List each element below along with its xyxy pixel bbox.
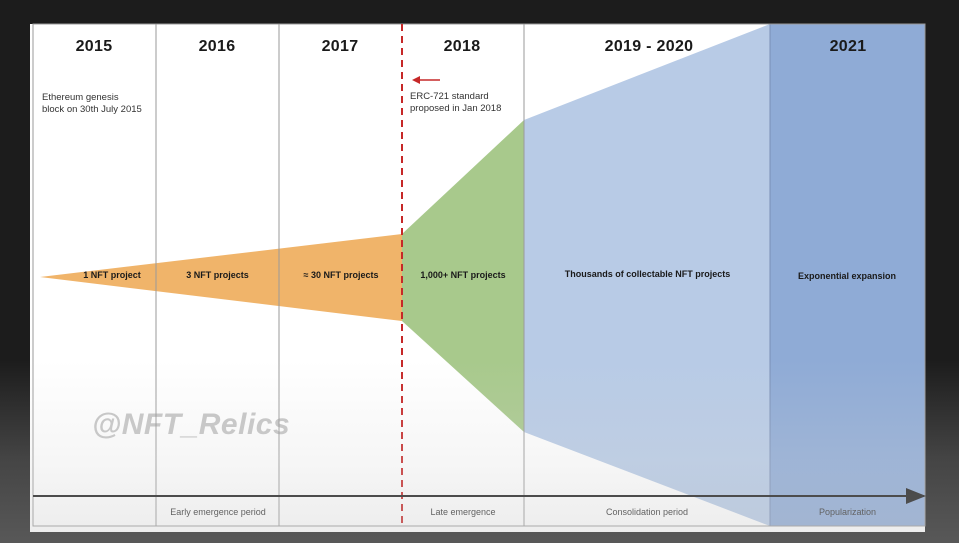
watermark: @NFT_Relics <box>92 408 291 441</box>
period-popularization: Popularization <box>818 507 877 517</box>
popularization-shape <box>770 24 925 526</box>
early-emergence-shape <box>40 234 402 321</box>
projects-2015: 1 NFT project <box>83 270 141 280</box>
projects-2016: 3 NFT projects <box>186 270 249 280</box>
year-2015: 2015 <box>75 38 113 55</box>
period-early-emergence: Early emergence period <box>170 507 266 517</box>
year-2017: 2017 <box>321 38 359 55</box>
period-late-emergence: Late emergence <box>430 507 496 517</box>
late-emergence-shape <box>402 120 524 432</box>
consolidation-shape <box>524 24 770 526</box>
erc721-arrow-head <box>412 76 420 84</box>
year-2019-2020: 2019 - 2020 <box>604 38 694 55</box>
year-2021: 2021 <box>829 38 867 55</box>
erc721-note: ERC-721 standard proposed in Jan 2018 <box>410 91 502 114</box>
period-consolidation: Consolidation period <box>605 507 689 517</box>
projects-2018: 1,000+ NFT projects <box>420 270 506 280</box>
projects-2019-2020: Thousands of collectable NFT projects <box>564 269 731 279</box>
projects-2021: Exponential expansion <box>797 271 897 281</box>
year-2018: 2018 <box>443 38 481 55</box>
year-2016: 2016 <box>198 38 236 55</box>
genesis-note: Ethereum genesis block on 30th July 2015 <box>42 92 142 115</box>
projects-2017: ≈ 30 NFT projects <box>303 270 379 280</box>
